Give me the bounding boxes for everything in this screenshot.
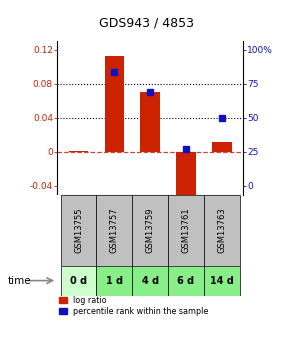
Bar	[96, 195, 132, 266]
Text: GDS943 / 4853: GDS943 / 4853	[99, 16, 194, 29]
Bar	[204, 195, 240, 266]
Bar	[168, 195, 204, 266]
Bar	[61, 195, 96, 266]
Text: 0 d: 0 d	[70, 276, 87, 286]
Text: GSM13763: GSM13763	[217, 207, 226, 253]
Bar	[176, 152, 196, 199]
Bar	[132, 266, 168, 296]
Bar	[204, 266, 240, 296]
Bar	[69, 151, 88, 152]
Text: GSM13759: GSM13759	[146, 207, 155, 253]
Bar	[212, 142, 231, 152]
Legend: log ratio, percentile rank within the sample: log ratio, percentile rank within the sa…	[59, 296, 208, 316]
Bar	[105, 56, 124, 152]
Text: 4 d: 4 d	[142, 276, 159, 286]
Text: 6 d: 6 d	[177, 276, 195, 286]
Bar	[140, 92, 160, 152]
Bar	[168, 266, 204, 296]
Text: time: time	[7, 276, 31, 286]
Text: GSM13757: GSM13757	[110, 207, 119, 253]
Bar	[132, 195, 168, 266]
Bar	[96, 266, 132, 296]
Bar	[61, 266, 96, 296]
Text: GSM13761: GSM13761	[181, 207, 190, 253]
Text: 14 d: 14 d	[210, 276, 234, 286]
Text: GSM13755: GSM13755	[74, 207, 83, 253]
Text: 1 d: 1 d	[106, 276, 123, 286]
